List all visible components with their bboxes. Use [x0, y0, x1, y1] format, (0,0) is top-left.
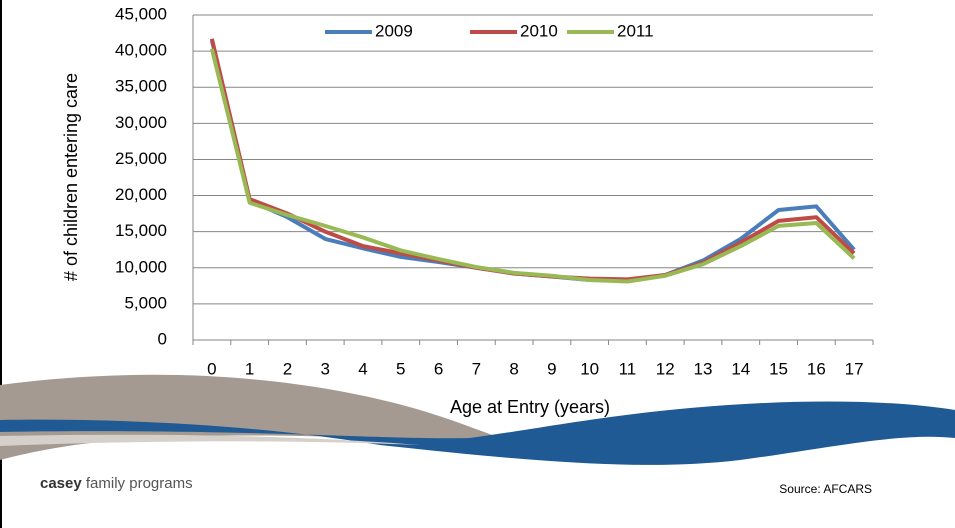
- logo: casey family programs: [40, 475, 193, 492]
- x-tick-label: 8: [509, 359, 518, 378]
- legend-label: 2011: [617, 21, 654, 40]
- x-tick-label: 1: [245, 359, 254, 378]
- y-tick-label: 0: [158, 329, 167, 348]
- x-tick-label: 2: [283, 359, 292, 378]
- y-tick-label: 10,000: [115, 257, 167, 276]
- series-line: [209, 39, 856, 283]
- x-tick-label: 11: [619, 359, 637, 378]
- logo-bold: casey: [40, 475, 82, 492]
- x-tick-label: 13: [694, 359, 713, 378]
- x-tick-label: 14: [731, 359, 750, 378]
- legend-label: 2009: [375, 21, 413, 40]
- y-tick-label: 35,000: [115, 77, 167, 96]
- y-tick-label: 15,000: [115, 221, 167, 240]
- y-axis-title: # of children entering care: [61, 73, 81, 281]
- y-tick-label: 5,000: [124, 293, 167, 312]
- y-tick-label: 20,000: [115, 185, 167, 204]
- source: Source: AFCARS: [779, 482, 872, 496]
- x-tick-label: 6: [434, 359, 443, 378]
- y-tick-label: 25,000: [115, 149, 167, 168]
- x-tick-label: 16: [807, 359, 826, 378]
- legend-label: 2010: [520, 21, 558, 40]
- series-line: [209, 48, 856, 284]
- x-axis-title: Age at Entry (years): [450, 397, 610, 417]
- x-tick-label: 5: [396, 359, 405, 378]
- x-tick-label: 3: [320, 359, 329, 378]
- x-tick-label: 17: [845, 359, 864, 378]
- x-tick-label: 0: [207, 359, 216, 378]
- blue-swoosh: [0, 401, 955, 465]
- x-tick-label: 7: [472, 359, 481, 378]
- logo-rest: family programs: [86, 475, 193, 492]
- swoosh-highlight: [0, 434, 420, 446]
- x-tick-label: 15: [769, 359, 788, 378]
- y-tick-label: 30,000: [115, 113, 167, 132]
- x-tick-label: 12: [656, 359, 675, 378]
- x-tick-label: 10: [580, 359, 599, 378]
- x-tick-label: 4: [358, 359, 367, 378]
- y-tick-label: 45,000: [115, 4, 167, 23]
- x-tick-label: 9: [547, 359, 556, 378]
- y-tick-label: 40,000: [115, 41, 167, 60]
